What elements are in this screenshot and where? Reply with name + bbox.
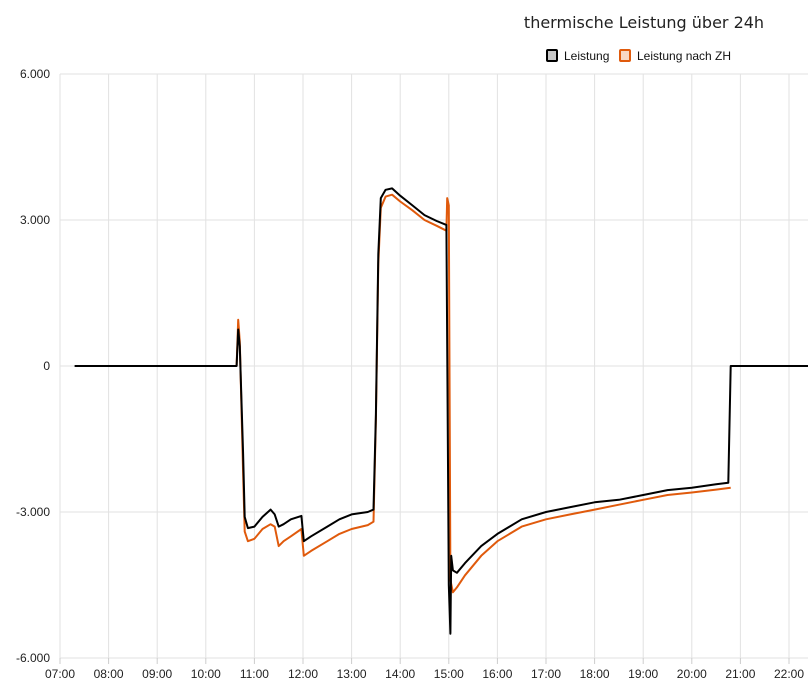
x-axis: 07:00 08:00 09:00 10:00 11:00 12:00 13:00 14:00… xyxy=(45,658,804,681)
x-tick-label: 22:00 xyxy=(774,667,804,681)
chart-title: thermische Leistung über 24h xyxy=(524,13,764,32)
legend-swatch-leistung xyxy=(546,49,558,62)
legend-item-leistung[interactable]: Leistung xyxy=(546,49,609,63)
legend-label-leistung: Leistung xyxy=(564,49,609,63)
x-tick-label: 07:00 xyxy=(45,667,75,681)
x-tick-label: 10:00 xyxy=(191,667,221,681)
y-tick-label: -3.000 xyxy=(16,505,50,519)
y-tick-label: 3.000 xyxy=(20,213,50,227)
x-tick-label: 09:00 xyxy=(142,667,172,681)
legend-label-leistung-nach-zh: Leistung nach ZH xyxy=(637,49,731,63)
legend: Leistung Leistung nach ZH xyxy=(546,49,731,63)
x-tick-label: 14:00 xyxy=(385,667,415,681)
y-tick-label: 6.000 xyxy=(20,67,50,81)
legend-swatch-leistung-nach-zh xyxy=(619,49,631,62)
x-tick-label: 13:00 xyxy=(337,667,367,681)
x-tick-label: 21:00 xyxy=(725,667,755,681)
series-lines xyxy=(74,187,808,635)
x-tick-label: 16:00 xyxy=(482,667,512,681)
x-tick-label: 08:00 xyxy=(94,667,124,681)
x-tick-label: 18:00 xyxy=(580,667,610,681)
x-tick-label: 15:00 xyxy=(434,667,464,681)
series-line-leistung xyxy=(74,187,808,635)
y-axis: 6.000 3.000 0 -3.000 -6.000 xyxy=(16,67,50,665)
legend-item-leistung-nach-zh[interactable]: Leistung nach ZH xyxy=(619,49,731,63)
x-tick-label: 11:00 xyxy=(240,667,269,681)
y-tick-label: -6.000 xyxy=(16,651,50,665)
series-line-leistung-nach-zh xyxy=(235,193,731,594)
x-tick-label: 12:00 xyxy=(288,667,318,681)
y-tick-label: 0 xyxy=(43,359,50,373)
x-tick-label: 20:00 xyxy=(677,667,707,681)
x-tick-label: 19:00 xyxy=(628,667,658,681)
x-tick-label: 17:00 xyxy=(531,667,561,681)
